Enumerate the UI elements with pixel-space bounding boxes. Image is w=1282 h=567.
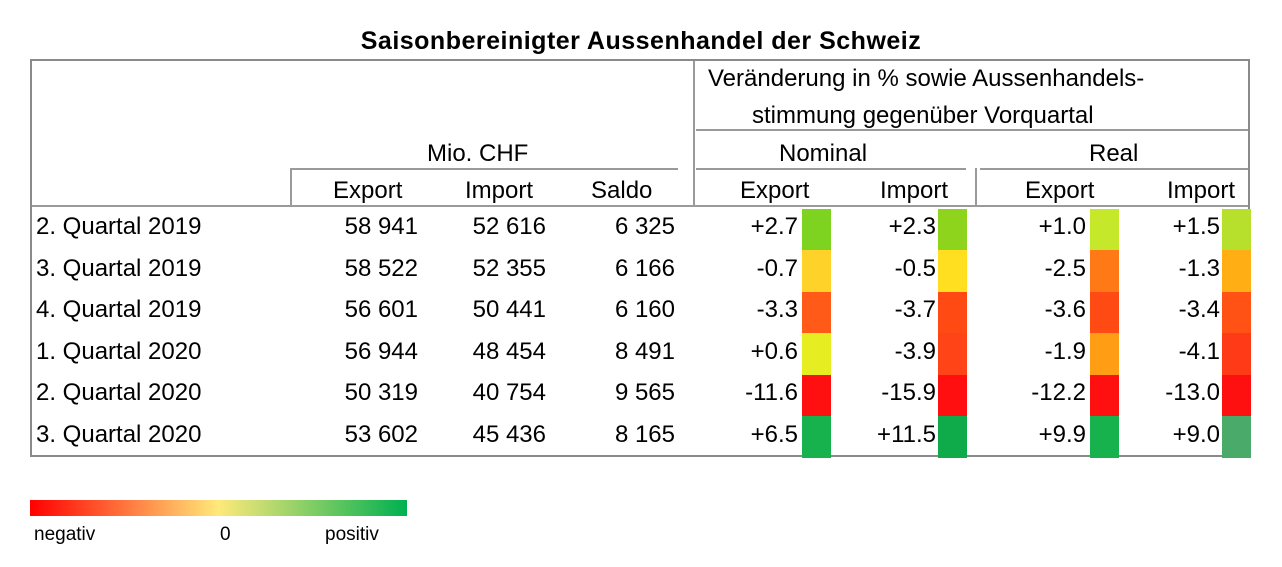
cell-export: 56 944 bbox=[344, 337, 418, 365]
header-nominal: Nominal bbox=[779, 140, 868, 167]
cell-nominal-export: -11.6 bbox=[745, 379, 798, 406]
cell-real-import: +1.5 bbox=[1172, 213, 1220, 240]
cell-real-export: -2.5 bbox=[1044, 254, 1086, 282]
cell-export: 50 319 bbox=[344, 379, 418, 406]
col-header-import: Import bbox=[465, 177, 534, 204]
cell-nominal-import: -15.9 bbox=[881, 379, 936, 406]
header-real: Real bbox=[1089, 140, 1139, 167]
rule-mio-chf bbox=[292, 168, 678, 170]
divider-change-left bbox=[693, 61, 695, 205]
cell-nominal-import: +2.3 bbox=[888, 213, 936, 240]
cell-real-export-color-swatch bbox=[1090, 250, 1119, 292]
cell-real-import: -4.1 bbox=[1178, 337, 1220, 365]
col-header-saldo: Saldo bbox=[591, 177, 653, 204]
cell-export: 58 522 bbox=[344, 254, 418, 282]
color-scale-legend bbox=[30, 500, 407, 516]
rule-header-bottom bbox=[32, 205, 1248, 207]
row-label: 1. Quartal 2020 bbox=[36, 337, 202, 365]
cell-export: 56 601 bbox=[344, 296, 418, 323]
cell-real-import: -3.4 bbox=[1178, 296, 1220, 323]
cell-nominal-import-color-swatch bbox=[938, 250, 967, 292]
cell-nominal-import-color-swatch bbox=[938, 291, 967, 334]
cell-real-export-color-swatch bbox=[1090, 208, 1119, 251]
cell-saldo: 8 165 bbox=[614, 420, 675, 448]
cell-nominal-export: +6.5 bbox=[750, 420, 798, 448]
cell-import: 48 454 bbox=[472, 337, 546, 365]
cell-nominal-export-color-swatch bbox=[802, 208, 831, 251]
cell-saldo: 6 325 bbox=[614, 213, 675, 240]
cell-saldo: 6 160 bbox=[614, 296, 675, 323]
legend-zero-label: 0 bbox=[220, 524, 231, 545]
col-header-nominal-export: Export bbox=[740, 177, 810, 204]
cell-nominal-export-color-swatch bbox=[802, 374, 831, 417]
cell-saldo: 6 166 bbox=[614, 254, 675, 282]
rule-nominal bbox=[696, 168, 966, 170]
cell-real-import-color-swatch bbox=[1222, 416, 1251, 458]
cell-real-import-color-swatch bbox=[1222, 250, 1251, 292]
cell-nominal-export-color-swatch bbox=[802, 291, 831, 334]
cell-real-import-color-swatch bbox=[1222, 374, 1251, 417]
cell-import: 52 616 bbox=[472, 213, 546, 240]
cell-real-export: -3.6 bbox=[1044, 296, 1086, 323]
cell-real-import-color-swatch bbox=[1222, 291, 1251, 334]
cell-real-import: -1.3 bbox=[1178, 254, 1220, 282]
cell-nominal-export-color-swatch bbox=[802, 416, 831, 458]
cell-import: 52 355 bbox=[472, 254, 546, 282]
cell-saldo: 9 565 bbox=[614, 379, 675, 406]
cell-import: 40 754 bbox=[472, 379, 546, 406]
cell-real-export-color-swatch bbox=[1090, 333, 1119, 375]
row-label: 3. Quartal 2019 bbox=[36, 254, 202, 282]
header-change-line2: stimmung gegenüber Vorquartal bbox=[752, 102, 1094, 129]
col-header-real-import: Import bbox=[1167, 177, 1236, 204]
cell-nominal-export: -0.7 bbox=[756, 254, 798, 282]
cell-real-import-color-swatch bbox=[1222, 333, 1251, 375]
legend-negative-label: negativ bbox=[34, 524, 96, 545]
header-change-line1: Veränderung in % sowie Aussenhandels- bbox=[708, 65, 1145, 92]
cell-real-export-color-swatch bbox=[1090, 374, 1119, 417]
cell-real-import-color-swatch bbox=[1222, 208, 1251, 251]
header-mio-chf: Mio. CHF bbox=[427, 140, 529, 167]
cell-nominal-import: -0.5 bbox=[894, 254, 936, 282]
cell-export: 58 941 bbox=[344, 213, 418, 240]
cell-nominal-import-color-swatch bbox=[938, 333, 967, 375]
rule-real bbox=[980, 168, 1248, 170]
cell-nominal-export: +0.6 bbox=[750, 337, 798, 365]
cell-real-export: +1.0 bbox=[1038, 213, 1086, 240]
cell-real-export: +9.9 bbox=[1038, 420, 1086, 448]
table-title: Saisonbereinigter Aussenhandel der Schwe… bbox=[360, 27, 922, 55]
cell-nominal-import: -3.7 bbox=[894, 296, 936, 323]
cell-nominal-import-color-swatch bbox=[938, 374, 967, 417]
col-header-nominal-import: Import bbox=[880, 177, 949, 204]
cell-real-export-color-swatch bbox=[1090, 291, 1119, 334]
col-header-real-export: Export bbox=[1025, 177, 1095, 204]
row-label: 3. Quartal 2020 bbox=[36, 420, 202, 448]
rule-change-group bbox=[696, 129, 1248, 131]
cell-nominal-import-color-swatch bbox=[938, 416, 967, 458]
cell-real-import: -13.0 bbox=[1165, 379, 1220, 406]
divider-mio-left bbox=[290, 168, 292, 205]
cell-nominal-export: +2.7 bbox=[750, 213, 798, 240]
cell-nominal-import-color-swatch bbox=[938, 208, 967, 251]
cell-nominal-import: +11.5 bbox=[877, 420, 936, 448]
row-label: 2. Quartal 2019 bbox=[36, 213, 202, 240]
cell-real-import: +9.0 bbox=[1172, 420, 1220, 448]
cell-saldo: 8 491 bbox=[614, 337, 675, 365]
row-label: 4. Quartal 2019 bbox=[36, 296, 202, 323]
cell-nominal-import: -3.9 bbox=[894, 337, 936, 365]
cell-import: 45 436 bbox=[472, 420, 546, 448]
cell-real-export-color-swatch bbox=[1090, 416, 1119, 458]
divider-real-left bbox=[975, 168, 977, 205]
cell-export: 53 602 bbox=[344, 420, 418, 448]
cell-nominal-export: -3.3 bbox=[756, 296, 798, 323]
cell-import: 50 441 bbox=[472, 296, 546, 323]
col-header-export: Export bbox=[333, 177, 403, 204]
cell-real-export: -12.2 bbox=[1031, 379, 1086, 406]
cell-nominal-export-color-swatch bbox=[802, 250, 831, 292]
cell-nominal-export-color-swatch bbox=[802, 333, 831, 375]
cell-real-export: -1.9 bbox=[1044, 337, 1086, 365]
row-label: 2. Quartal 2020 bbox=[36, 379, 202, 406]
legend-positive-label: positiv bbox=[325, 524, 379, 545]
